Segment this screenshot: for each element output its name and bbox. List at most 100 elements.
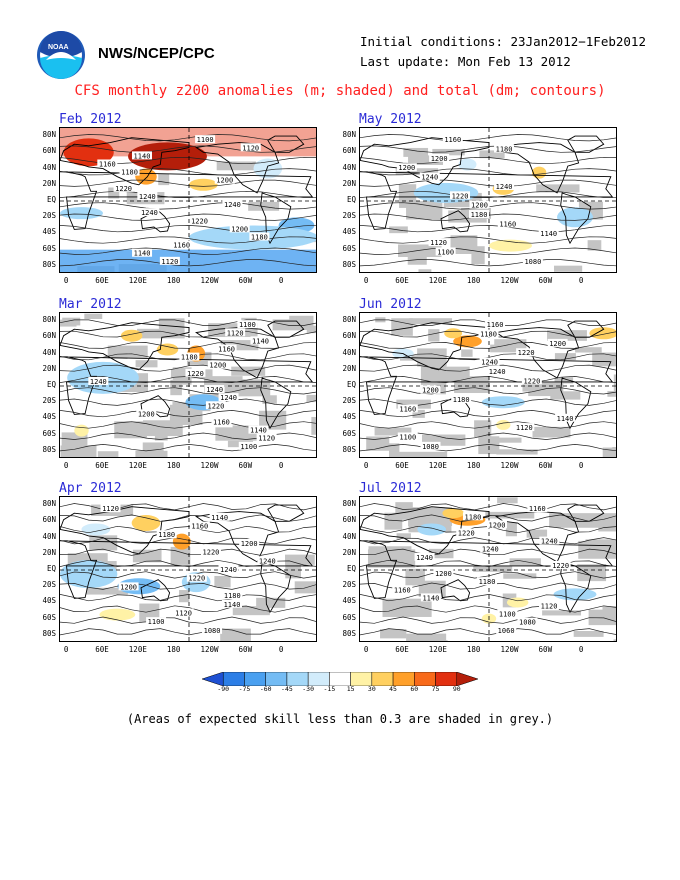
colorbar-label: 60 [410,685,419,693]
low-skill-area [412,409,425,418]
footnote: (Areas of expected skill less than 0.3 a… [126,712,554,726]
lon-tick-label: 0 [278,276,284,285]
low-skill-area [61,432,88,450]
contour-label-bg [207,360,228,369]
contour-label: 1240 [90,378,107,386]
panel-title-may-2012: May 2012 [359,112,422,127]
low-skill-area [311,416,316,435]
colorbar-swatches [201,671,479,687]
contour-label-bg [156,530,177,539]
lon-tick-label: 120E [128,461,147,470]
coastline [560,561,592,614]
contour-label-bg [179,352,200,361]
contour-label: 1120 [242,144,259,152]
low-skill-area [380,629,407,639]
low-skill-area [135,450,168,457]
contour-line [60,236,316,244]
colorbar-swatch [435,671,458,687]
low-skill-area [503,573,537,579]
contour-label-bg [397,404,418,413]
contour-label: 1140 [250,427,267,435]
anomaly-negative [553,588,597,601]
lon-tick-label: 0 [63,276,69,285]
coastline [560,192,592,245]
contour-label: 1180 [479,578,496,586]
contour-label: 1240 [421,174,438,182]
contour-line [60,514,316,522]
lon-tick-label: 0 [278,461,284,470]
low-skill-area [573,630,604,637]
contour-line [60,432,316,440]
low-skill-area [137,328,185,339]
contour-label: 1200 [471,202,488,210]
contour-label: 1100 [239,321,256,329]
anomaly-positive [128,142,207,171]
low-skill-area [479,150,505,159]
last-update: Last update: Mon Feb 13 2012 [360,54,571,69]
low-skill-area [473,566,513,572]
contour-label-bg [218,393,239,402]
contour-label-bg [420,441,441,450]
contour-label: 1200 [398,164,415,172]
colorbar-swatch [329,671,351,687]
lat-tick-label: 60N [42,146,56,156]
lon-tick-label: 120W [500,276,519,285]
contour-label-bg [397,432,418,441]
contour-label-bg [517,617,538,626]
lon-tick-label: 0 [363,276,369,285]
contour-label: 1160 [487,321,504,329]
contour-label-bg [547,338,568,347]
contour-label: 1160 [213,419,230,427]
low-skill-area [216,161,256,171]
coastline [494,142,580,194]
anomaly-positive [99,608,136,621]
lon-tick-label: 0 [363,645,369,654]
contour-label-bg [428,238,449,247]
lat-tick-label: 20S [342,396,356,406]
contour-label-bg [420,385,441,394]
low-skill-area [398,184,417,203]
coastline [360,137,490,186]
contour-label-bg [222,200,243,209]
lat-tick-label: 20S [342,211,356,221]
low-skill-area [220,628,251,641]
lon-tick-label: 180 [166,276,181,285]
lat-tick-label: EQ [46,195,56,204]
contour-label: 1240 [139,193,156,201]
contour-line [60,225,316,233]
org-name: NWS/NCEP/CPC [98,45,215,62]
contour-label-bg [494,144,515,153]
colorbar-label: 30 [367,685,376,693]
contour-label-bg [414,552,435,561]
lat-tick-label: 60N [342,146,356,156]
low-skill-area [262,395,277,404]
contour-line [60,190,316,198]
contour-label-bg [486,520,507,529]
low-skill-area [179,590,190,603]
colorbar-label: -30 [302,685,315,693]
contour-label: 1180 [471,211,488,219]
lat-tick-label: 20S [42,396,56,406]
contour-label-bg [485,320,506,329]
contour-label: 1180 [224,592,241,600]
colorbar: -90 -75 -60 -45 -30 -15 15 30 45 60 75 90 [201,671,479,697]
anomaly-negative [417,523,446,536]
contour-label-bg [538,228,559,237]
low-skill-area [108,187,120,199]
lon-tick-label: 120E [428,645,447,654]
colorbar-label: -75 [238,685,251,693]
low-skill-area [84,313,103,319]
contour-label: 1140 [224,601,241,609]
map-svg: 1160118012001200124012401220120011801160… [360,128,616,272]
anomaly-negative [60,560,118,589]
coastline [267,135,305,153]
low-skill-area [613,639,616,641]
contour-line [60,342,316,349]
contour-label-bg [433,569,454,578]
low-skill-area [542,610,582,616]
contour-label: 1180 [496,146,513,154]
anomaly-negative [60,249,316,272]
lon-tick-label: 0 [278,645,284,654]
contour-label: 1160 [444,136,461,144]
lat-tick-label: 40N [342,347,356,357]
